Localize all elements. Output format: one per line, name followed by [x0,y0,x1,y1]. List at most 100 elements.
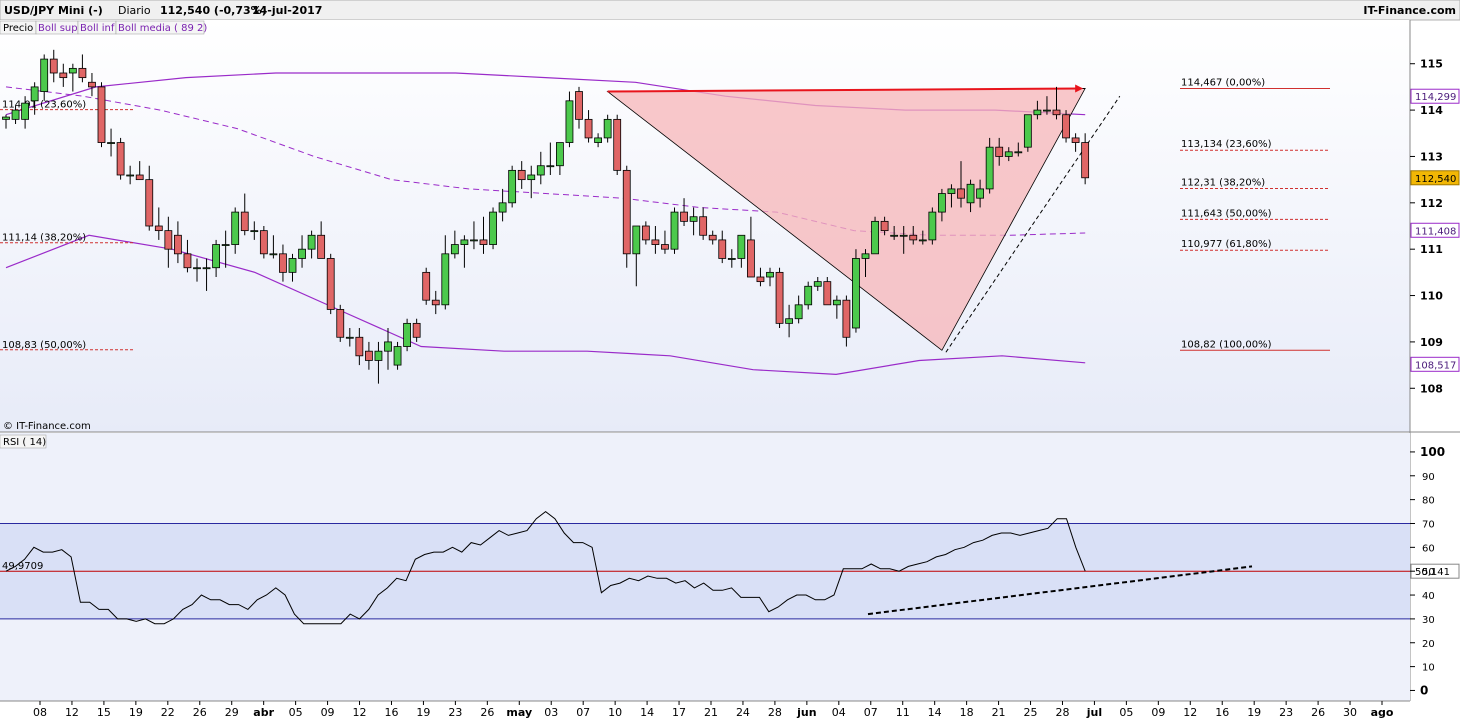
rsi-last-label: 50,141 [1415,567,1450,578]
candle-body-95 [909,234,918,241]
candle-body-29 [279,253,287,273]
x-tick-label-19: 14 [640,706,654,719]
candle-body-94 [899,234,908,237]
rsi-start-label: 49,9709 [2,561,43,572]
rsi-line [5,510,1086,625]
candle-body-53 [508,169,517,204]
candle-body-71 [680,211,688,222]
legend-box-boll-media[interactable] [115,20,205,35]
candle-body-17 [164,230,173,250]
candle-body-42 [403,322,412,347]
candle-body-56 [536,165,545,176]
candle-body-16 [154,225,163,232]
candle-body-10 [97,86,106,143]
candle-body-9 [88,81,96,88]
candle-body-57 [546,165,555,168]
candle-body-43 [412,322,421,338]
x-tick-label-7: abr [253,706,274,719]
axes-layer: 108109110111112113114115114,299112,54011… [33,58,1460,719]
candle-body-101 [966,183,975,204]
candle-body-32 [307,234,316,250]
legend-item-boll-inf: Boll inf [80,23,115,34]
candle-body-60 [575,91,583,120]
candle-body-58 [556,142,564,167]
candle-body-11 [107,142,115,144]
fib-right-label-5: 108,82 (100,00%) [1181,339,1272,350]
fib-left-label-2: 108,83 (50,00%) [2,340,86,351]
candle-body-63 [603,118,612,139]
price-tick-label-1: 109 [1420,336,1443,349]
candle-body-113 [1081,142,1090,179]
candle-body-5 [49,58,58,74]
rsi-label-box[interactable] [0,434,47,449]
candle-body-87 [832,299,841,306]
candle-body-1 [11,109,20,120]
candle-body-104 [995,146,1004,157]
price-tick-label-2: 110 [1420,290,1443,303]
candle-body-28 [269,253,278,256]
candle-body-50 [479,239,488,245]
rsi-tick-label-0: 0 [1420,683,1428,697]
candle-body-82 [785,318,793,324]
price-badge-box-1 [1410,170,1460,186]
x-tick-label-1: 12 [65,706,79,719]
x-tick-label-40: 26 [1311,706,1325,719]
candle-body-77 [737,234,746,259]
x-tick-label-8: 05 [289,706,303,719]
candle-body-41 [393,346,402,366]
price-tick-label-7: 115 [1420,58,1443,71]
header-price: 112,540 (-0,73%) [160,4,267,17]
x-tick-label-28: 14 [928,706,942,719]
candle-body-68 [651,239,660,245]
resistance-arrow-line [607,87,1082,93]
fib-right-label-2: 112,31 (38,20%) [1181,177,1265,188]
candle-body-52 [498,202,507,213]
price-badge-label-3: 108,517 [1415,360,1456,371]
candle-body-33 [317,234,326,259]
price-badge-label-2: 111,408 [1415,226,1456,237]
legend-item-boll-sup: Boll sup [38,23,78,34]
price-tick-label-6: 114 [1420,104,1443,117]
candle-body-96 [918,239,927,242]
x-tick-label-39: 23 [1279,706,1293,719]
candle-body-22 [212,244,221,269]
candle-body-2 [21,102,30,120]
rsi-tick-label-10: 100 [1420,445,1445,459]
fib-left-label-1: 111,14 (38,20%) [2,233,86,244]
candle-body-54 [517,169,526,181]
candle-body-3 [30,86,39,102]
x-tick-label-3: 19 [129,706,143,719]
candle-body-34 [326,258,335,310]
resistance-arrow-head [1075,84,1084,93]
candle-body-99 [947,188,956,194]
candle-body-97 [928,211,937,241]
candle-body-23 [221,244,230,246]
candle-body-78 [747,239,755,278]
candle-body-46 [441,253,450,306]
x-tick-label-10: 12 [353,706,367,719]
price-tick-label-4: 112 [1420,197,1443,210]
candle-body-76 [727,258,736,260]
x-tick-label-5: 26 [193,706,207,719]
rsi-layer: 49,9709 50,141 [0,510,1460,625]
x-tick-label-12: 19 [416,706,430,719]
candle-body-64 [613,118,622,171]
rsi-tick-label-8: 80 [1422,496,1435,507]
price-badge-box-3 [1410,356,1460,372]
x-tick-label-14: 26 [480,706,494,719]
x-tick-label-11: 16 [384,706,398,719]
candle-body-31 [298,248,306,259]
x-tick-label-13: 23 [448,706,462,719]
x-tick-label-29: 18 [960,706,974,719]
candle-body-19 [183,253,192,269]
x-tick-label-6: 29 [225,706,239,719]
candle-body-44 [422,271,431,301]
legend-item-price: Precio [3,23,33,34]
candle-body-40 [384,341,392,352]
candle-body-27 [259,230,268,255]
candle-body-55 [527,174,536,181]
candle-body-109 [1043,109,1051,112]
x-tick-label-2: 15 [97,706,111,719]
candle-body-6 [59,72,68,79]
